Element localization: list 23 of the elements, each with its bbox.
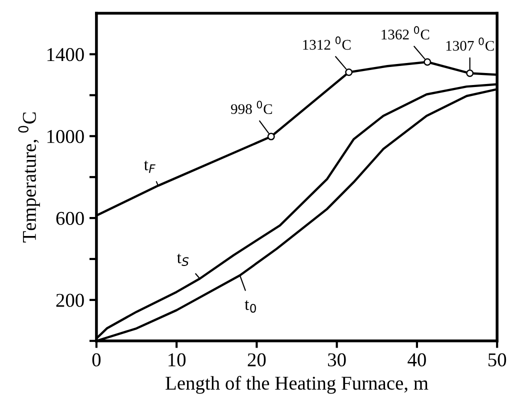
y-axis-title: Temperature, $^{0}$C bbox=[18, 112, 40, 242]
y-tick-label: 600 bbox=[56, 212, 84, 225]
series-label: t$_{S}$ bbox=[176, 254, 189, 266]
y-tick-label: 1400 bbox=[47, 48, 84, 62]
annotation: 1307 $^{0}$C bbox=[446, 37, 494, 51]
y-tick-label: 200 bbox=[56, 294, 84, 307]
point bbox=[466, 70, 474, 78]
x-tick-label: 0 bbox=[92, 353, 101, 366]
annotation: 1362 $^{0}$C bbox=[382, 26, 430, 40]
point bbox=[267, 132, 275, 140]
x-tick-label: 40 bbox=[408, 353, 426, 366]
series-label: t$_{F}$ bbox=[144, 160, 156, 173]
annotation: 998 $^{0}$C bbox=[231, 100, 272, 114]
legend-label: t$_{0}$ bbox=[244, 300, 256, 313]
annotation: 1312 $^{0}$C bbox=[303, 36, 351, 50]
x-tick-label: 50 bbox=[488, 353, 506, 366]
x-tick-label: 10 bbox=[168, 353, 186, 366]
point bbox=[424, 58, 432, 66]
point bbox=[345, 68, 353, 76]
x-axis-title: Length of the Heating Furnace, m bbox=[166, 376, 428, 394]
x-tick-label: 30 bbox=[328, 353, 346, 366]
y-tick-label: 1000 bbox=[47, 130, 84, 144]
x-tick-label: 20 bbox=[248, 353, 266, 366]
